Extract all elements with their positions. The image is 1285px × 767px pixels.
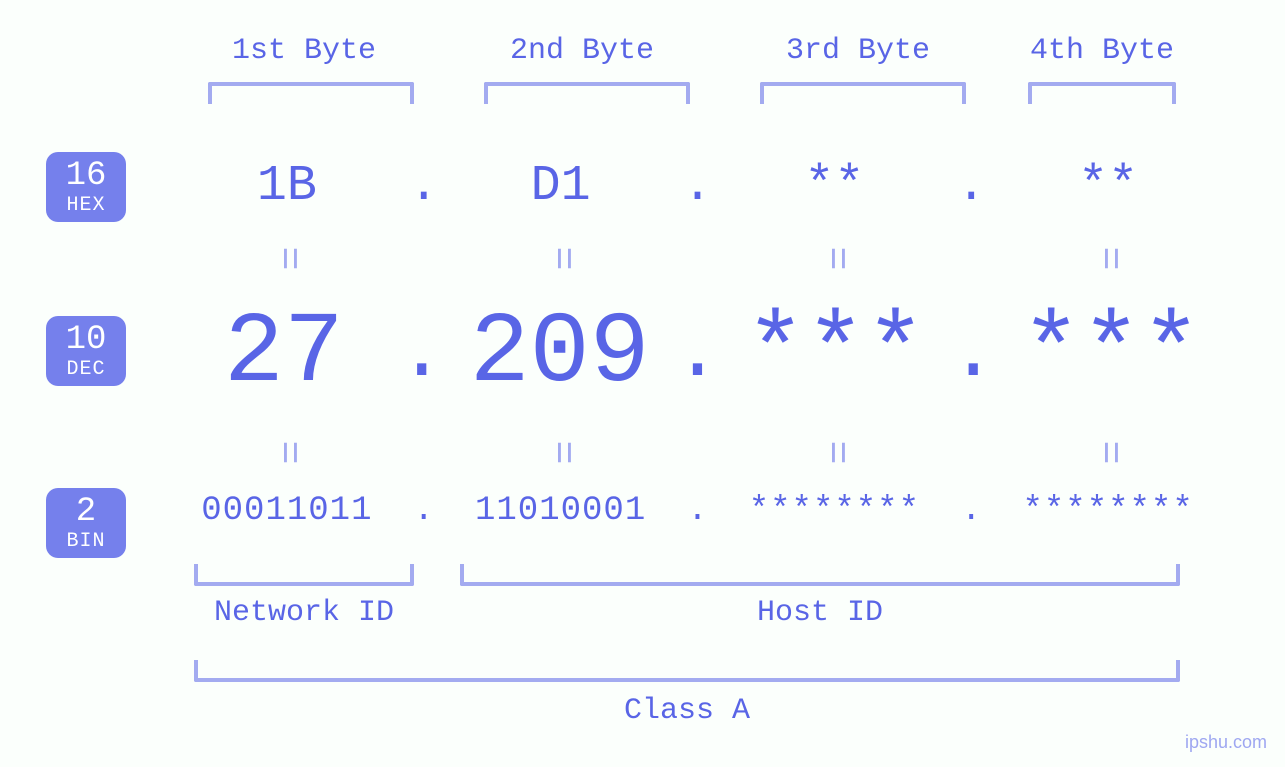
base-badge-hex: 16 HEX [46, 152, 126, 222]
dot-separator: . [404, 158, 444, 215]
dot-separator: . [673, 309, 721, 400]
dec-row: 27 . 209 . *** . *** [170, 298, 1225, 411]
bin-byte-1: 00011011 [170, 492, 404, 530]
equals-icon: = [264, 336, 309, 570]
network-id-bracket [194, 564, 414, 586]
equals-row-2: = = = = [170, 430, 1225, 475]
byte-bracket-3 [760, 82, 966, 104]
class-label: Class A [194, 694, 1180, 728]
dot-separator: . [678, 492, 718, 530]
bin-byte-3: ******** [718, 492, 952, 530]
hex-row: 1B . D1 . ** . ** [170, 158, 1225, 215]
byte-bracket-2 [484, 82, 690, 104]
network-id-label: Network ID [194, 596, 414, 630]
class-bracket [194, 660, 1180, 682]
base-name: HEX [66, 196, 105, 216]
base-name: BIN [66, 532, 105, 552]
byte-bracket-1 [208, 82, 414, 104]
dot-separator: . [951, 158, 991, 215]
host-id-label: Host ID [460, 596, 1180, 630]
equals-icon: = [812, 336, 857, 570]
base-number: 10 [66, 323, 107, 357]
byte-bracket-4 [1028, 82, 1176, 104]
byte-header-3: 3rd Byte [728, 34, 988, 68]
byte-header-1: 1st Byte [174, 34, 434, 68]
base-name: DEC [66, 360, 105, 380]
dot-separator: . [404, 492, 444, 530]
base-number: 2 [76, 495, 96, 529]
dot-separator: . [949, 309, 997, 400]
bin-byte-2: 11010001 [444, 492, 678, 530]
bin-row: 00011011 . 11010001 . ******** . *******… [170, 492, 1225, 530]
dot-separator: . [951, 492, 991, 530]
base-number: 16 [66, 159, 107, 193]
base-badge-dec: 10 DEC [46, 316, 126, 386]
dot-separator: . [398, 309, 446, 400]
host-id-bracket [460, 564, 1180, 586]
equals-row-1: = = = = [170, 236, 1225, 281]
equals-icon: = [1086, 336, 1131, 570]
equals-icon: = [538, 336, 583, 570]
byte-header-2: 2nd Byte [452, 34, 712, 68]
ip-breakdown-diagram: 1st Byte 2nd Byte 3rd Byte 4th Byte 16 H… [0, 0, 1285, 767]
dot-separator: . [678, 158, 718, 215]
watermark: ipshu.com [1185, 732, 1267, 753]
base-badge-bin: 2 BIN [46, 488, 126, 558]
bin-byte-4: ******** [991, 492, 1225, 530]
byte-header-4: 4th Byte [972, 34, 1232, 68]
